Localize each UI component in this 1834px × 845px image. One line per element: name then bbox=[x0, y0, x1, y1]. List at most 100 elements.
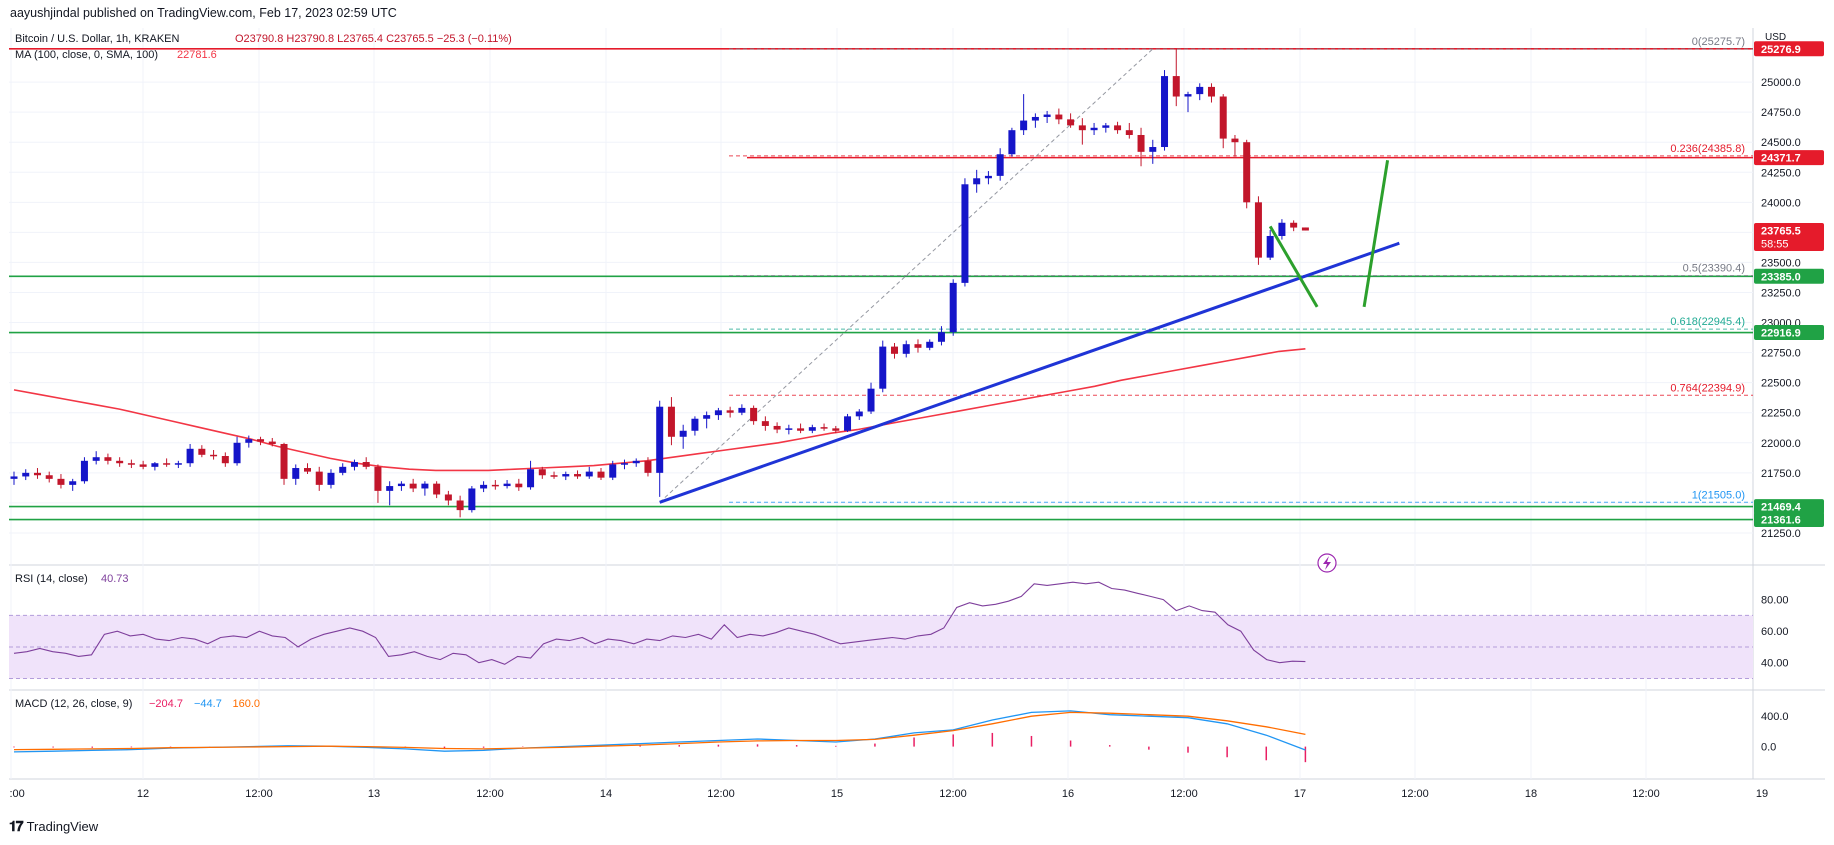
candle-body bbox=[339, 466, 347, 473]
x-tick-label: 12:00 bbox=[1170, 788, 1198, 800]
candle bbox=[233, 436, 241, 466]
candle-body bbox=[1301, 227, 1309, 231]
candle-body bbox=[1254, 202, 1262, 258]
candle bbox=[22, 469, 30, 481]
candle-body bbox=[1055, 114, 1063, 120]
candle-body bbox=[280, 443, 288, 479]
candle-body bbox=[1172, 76, 1180, 97]
x-tick-label: 12:00 bbox=[1632, 788, 1660, 800]
tradingview-logo[interactable]: 𝟏𝟕 TradingView bbox=[9, 818, 98, 835]
candle bbox=[667, 397, 675, 446]
candle bbox=[280, 442, 288, 485]
price-badge: 22916.9 bbox=[1754, 325, 1824, 341]
candle-body bbox=[667, 406, 675, 437]
candle-body bbox=[444, 494, 452, 501]
price-badge: 21469.4 bbox=[1754, 499, 1824, 515]
candle-body bbox=[879, 346, 887, 389]
candle-body bbox=[855, 411, 863, 417]
candle-body bbox=[327, 472, 335, 485]
candle-body bbox=[949, 282, 957, 333]
candle-body bbox=[961, 184, 969, 283]
candle-body bbox=[174, 463, 182, 465]
rsi-legend-value: 40.73 bbox=[101, 573, 129, 585]
candle-body bbox=[92, 457, 100, 461]
candle bbox=[1114, 121, 1122, 134]
candle-body bbox=[1290, 222, 1298, 228]
chart-frame[interactable]: 12:00 12 12:00 13 12:00 14 12:00 15 12:00 16 12:00… bbox=[9, 28, 1825, 808]
y-tick-label: 21750.0 bbox=[1761, 468, 1801, 480]
candle bbox=[914, 339, 922, 353]
candle bbox=[550, 471, 558, 479]
candle bbox=[1196, 83, 1204, 101]
price-badge-countdown: 58:55 bbox=[1761, 239, 1789, 251]
candle-body bbox=[245, 439, 253, 443]
price-badge-label: 21361.6 bbox=[1761, 515, 1801, 527]
projection-down-line bbox=[1268, 225, 1319, 308]
candle-body bbox=[80, 460, 88, 482]
candle-body bbox=[292, 468, 300, 479]
x-tick-label: 12:00 bbox=[939, 788, 967, 800]
candle-body bbox=[937, 332, 945, 342]
candle-body bbox=[1067, 119, 1075, 126]
candle-body bbox=[1031, 116, 1039, 121]
fib-level-label: 1(21505.0) bbox=[1692, 489, 1745, 501]
x-tick-label: 12 bbox=[137, 788, 149, 800]
lightning-icon bbox=[1317, 553, 1337, 573]
candle-body bbox=[1114, 125, 1122, 131]
candle bbox=[679, 424, 687, 449]
candle bbox=[127, 459, 135, 469]
candle-body bbox=[1266, 235, 1274, 258]
candle-body bbox=[1078, 125, 1086, 131]
candle bbox=[409, 478, 417, 493]
candle-body bbox=[151, 463, 159, 467]
candle bbox=[257, 436, 265, 446]
candle bbox=[961, 178, 969, 287]
candle bbox=[926, 339, 934, 351]
candle bbox=[292, 464, 300, 485]
candle bbox=[245, 435, 253, 448]
candle-body bbox=[45, 475, 53, 479]
candle bbox=[386, 481, 394, 506]
macd-tick-label: 0.0 bbox=[1761, 742, 1776, 754]
candle-body bbox=[468, 488, 476, 511]
y-tick-label: 24250.0 bbox=[1761, 167, 1801, 179]
candle bbox=[350, 459, 358, 471]
candle-body bbox=[1196, 86, 1204, 95]
candle-body bbox=[127, 463, 135, 465]
candle bbox=[620, 459, 628, 470]
candle bbox=[937, 326, 945, 346]
candle bbox=[1231, 134, 1239, 157]
rsi-legend-label: RSI (14, close) bbox=[15, 573, 88, 585]
y-tick-label: 24750.0 bbox=[1761, 107, 1801, 119]
rsi-tick-label: 40.00 bbox=[1761, 658, 1789, 670]
price-badge-label: 24371.7 bbox=[1761, 153, 1801, 165]
macd-legend-value: 160.0 bbox=[233, 698, 261, 710]
candle-body bbox=[1137, 134, 1145, 152]
candle-body bbox=[257, 439, 265, 442]
candle-body bbox=[597, 471, 605, 478]
candle bbox=[1055, 108, 1063, 125]
candle-body bbox=[163, 463, 171, 465]
candle bbox=[1301, 227, 1309, 231]
candle-body bbox=[703, 415, 711, 419]
price-badge: 25276.9 bbox=[1754, 41, 1824, 57]
tradingview-brand-label: TradingView bbox=[26, 819, 99, 834]
candle bbox=[221, 452, 229, 467]
candle-body bbox=[984, 175, 992, 179]
price-badge-label: 23765.5 bbox=[1761, 226, 1801, 238]
candle bbox=[1043, 110, 1051, 123]
candle-body bbox=[973, 178, 981, 185]
candle-body bbox=[844, 416, 852, 431]
candle-body bbox=[409, 483, 417, 489]
candle-body bbox=[362, 462, 370, 467]
candle-body bbox=[515, 483, 523, 488]
candle-body bbox=[550, 475, 558, 477]
candle-body bbox=[315, 471, 323, 485]
y-tick-label: 23500.0 bbox=[1761, 257, 1801, 269]
candle-body bbox=[1184, 94, 1192, 97]
candle bbox=[656, 400, 664, 497]
x-tick-label: 15 bbox=[831, 788, 843, 800]
candle bbox=[844, 413, 852, 432]
candle bbox=[57, 474, 65, 489]
candle-body bbox=[503, 483, 511, 487]
